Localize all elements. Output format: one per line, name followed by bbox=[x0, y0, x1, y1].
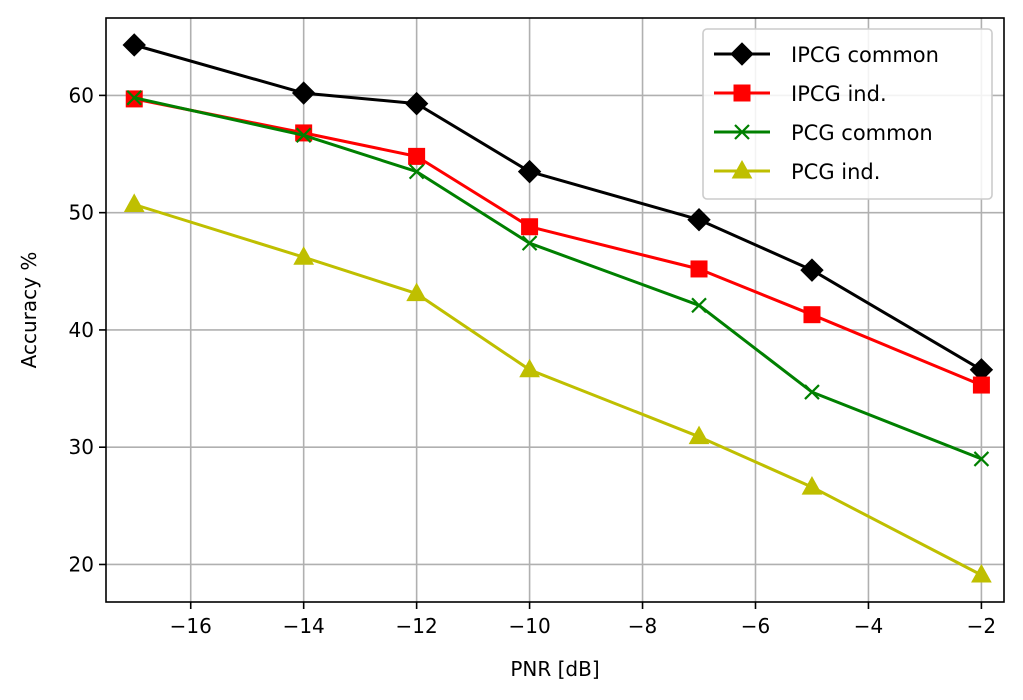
triangle-marker bbox=[123, 193, 145, 212]
square-marker bbox=[803, 306, 821, 324]
triangle-marker bbox=[971, 564, 992, 583]
triangle-marker bbox=[731, 159, 753, 179]
triangle-marker bbox=[519, 358, 540, 378]
x-tick-label: −14 bbox=[283, 614, 325, 638]
x-marker bbox=[126, 89, 143, 106]
legend-entry: IPCG common bbox=[714, 42, 939, 67]
series-pcg-ind bbox=[123, 193, 992, 583]
legend-label: IPCG common bbox=[791, 43, 939, 67]
diamond-marker bbox=[291, 81, 316, 105]
x-marker bbox=[973, 451, 990, 467]
x-marker bbox=[521, 235, 538, 251]
diamond-marker bbox=[122, 33, 146, 57]
series-line bbox=[133, 203, 983, 577]
x-marker bbox=[804, 384, 820, 400]
y-tick-label: 20 bbox=[69, 552, 94, 576]
series-ipcg-common bbox=[122, 33, 994, 382]
x-tick-label: −12 bbox=[396, 614, 438, 638]
x-tick-label: −2 bbox=[967, 614, 996, 638]
ticks: −16 −14 −12 −10 −8 −6 −4 −2 20 30 40 50 60 bbox=[69, 83, 997, 638]
square-marker bbox=[972, 376, 990, 394]
legend-entry: IPCG ind. bbox=[714, 82, 887, 106]
plot-frame bbox=[105, 17, 1005, 603]
legend-label: PCG common bbox=[791, 121, 933, 145]
y-axis-label: Accuracy % bbox=[17, 252, 41, 369]
series-layer bbox=[122, 33, 994, 583]
x-tick-label: −10 bbox=[508, 614, 550, 638]
legend: IPCG common IPCG ind. PCG common PCG ind. bbox=[702, 28, 993, 200]
diamond-marker bbox=[800, 258, 824, 282]
y-tick-label: 30 bbox=[69, 435, 94, 459]
y-tick-label: 50 bbox=[69, 201, 94, 225]
x-marker bbox=[734, 124, 750, 140]
triangle-marker bbox=[406, 282, 427, 302]
x-tick-label: −16 bbox=[170, 614, 212, 638]
x-tick-label: −4 bbox=[854, 614, 883, 638]
square-marker bbox=[690, 260, 708, 278]
x-marker bbox=[691, 297, 707, 314]
series-pcg-common bbox=[126, 89, 990, 467]
diamond-marker bbox=[687, 207, 711, 232]
triangle-marker bbox=[293, 246, 315, 265]
square-marker bbox=[733, 84, 751, 102]
square-marker bbox=[408, 147, 426, 165]
diamond-marker bbox=[404, 91, 429, 116]
triangle-marker bbox=[688, 425, 710, 445]
x-marker bbox=[295, 127, 312, 144]
x-axis-label: PNR [dB] bbox=[510, 657, 599, 681]
legend-label: IPCG ind. bbox=[791, 82, 887, 106]
y-tick-label: 40 bbox=[69, 318, 94, 342]
x-tick-label: −6 bbox=[741, 614, 770, 638]
diamond-marker bbox=[730, 42, 754, 66]
legend-entry: PCG ind. bbox=[714, 159, 880, 184]
legend-label: PCG ind. bbox=[791, 160, 880, 184]
diamond-marker bbox=[517, 159, 542, 184]
square-marker bbox=[521, 218, 539, 236]
triangle-marker bbox=[801, 476, 823, 495]
legend-box bbox=[702, 28, 993, 200]
y-tick-label: 60 bbox=[69, 83, 94, 107]
x-tick-label: −8 bbox=[628, 614, 657, 638]
x-marker bbox=[408, 163, 425, 180]
legend-entry: PCG common bbox=[714, 121, 933, 145]
